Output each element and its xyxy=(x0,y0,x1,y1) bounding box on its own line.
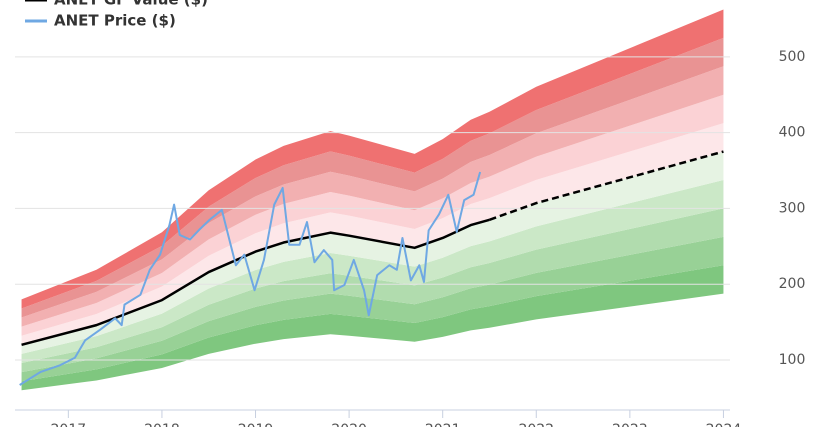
price-line xyxy=(19,171,482,386)
value-band xyxy=(21,151,724,354)
axes: 100 200 300 400 500 2017 2018 2019 2020 2021 2022 2… xyxy=(15,49,805,427)
gf-projection xyxy=(489,150,724,221)
y-tick-label: 500 xyxy=(779,49,806,65)
x-tick-label: 2022 xyxy=(518,422,554,427)
y-tick-label: 200 xyxy=(779,276,806,292)
x-tick-label: 2024 xyxy=(706,422,742,427)
legend: ANET GF Value ($) ANET Price ($) xyxy=(25,0,208,30)
x-tick-label: 2020 xyxy=(331,422,367,427)
bands xyxy=(21,9,724,391)
value-band xyxy=(21,94,724,336)
value-band xyxy=(21,179,724,364)
y-tick-label: 300 xyxy=(779,200,806,216)
value-band xyxy=(21,37,724,318)
value-band xyxy=(21,208,724,373)
value-band xyxy=(21,9,724,309)
x-tick-label: 2023 xyxy=(612,422,648,427)
value-band xyxy=(21,236,724,382)
y-tick-label: 100 xyxy=(779,352,806,368)
lines xyxy=(19,150,724,386)
y-tick-label: 400 xyxy=(779,125,806,141)
legend-label: ANET Price ($) xyxy=(54,12,176,30)
value-band xyxy=(21,66,724,327)
x-tick-label: 2018 xyxy=(144,422,180,427)
x-tick-label: 2019 xyxy=(238,422,274,427)
x-tick-label: 2021 xyxy=(425,422,461,427)
x-tick-label: 2017 xyxy=(51,422,87,427)
grid xyxy=(15,56,730,361)
value-band xyxy=(21,123,724,345)
gf-value-line xyxy=(21,218,490,347)
value-band xyxy=(21,265,724,391)
legend-label: ANET GF Value ($) xyxy=(54,0,208,9)
